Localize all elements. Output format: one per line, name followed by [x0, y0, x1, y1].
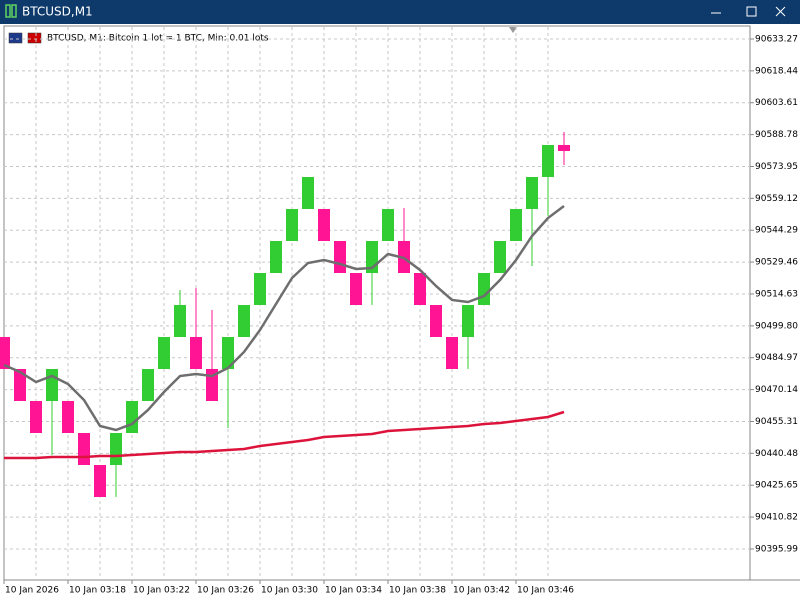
candle-body [62, 400, 74, 433]
x-tick-label: 10 Jan 03:26 [197, 586, 254, 596]
x-tick-label: 10 Jan 03:22 [133, 586, 190, 596]
candle-body [286, 208, 298, 241]
candle-body [46, 368, 58, 401]
y-tick-label: 90573.95 [755, 162, 798, 172]
x-tick-label: 10 Jan 03:42 [453, 586, 510, 596]
y-tick-label: 90455.31 [755, 417, 798, 427]
candle-body [302, 176, 314, 209]
candle-body [206, 368, 218, 401]
moving-average [4, 410, 565, 460]
candle-body [350, 272, 362, 305]
app-icon [11, 4, 17, 18]
candle-body [478, 272, 490, 305]
candle-body [110, 432, 122, 465]
candle-body [526, 176, 538, 209]
x-tick-label: 10 Jan 03:30 [261, 586, 318, 596]
x-tick-label: 10 Jan 03:34 [325, 586, 382, 596]
candle-body [30, 400, 42, 433]
symbol-icon [27, 32, 42, 44]
candle-body [270, 240, 282, 273]
y-tick-label: 90544.29 [755, 226, 798, 236]
title-bar [0, 0, 800, 24]
candle-body [0, 336, 10, 369]
y-tick-label: 90410.82 [755, 513, 798, 523]
x-tick-label: 10 Jan 03:46 [517, 586, 574, 596]
y-tick-label: 90425.65 [755, 481, 798, 491]
x-tick-label: 10 Jan 03:38 [389, 586, 446, 596]
symbol-icon [8, 32, 23, 44]
y-tick-label: 90440.48 [755, 449, 798, 459]
candle-body [238, 304, 250, 337]
candle-body [510, 208, 522, 241]
y-tick-label: 90395.99 [755, 544, 798, 554]
candle-body [334, 240, 346, 273]
y-tick-label: 90499.80 [755, 321, 798, 331]
close-button[interactable] [775, 6, 786, 17]
candle-body [430, 304, 442, 337]
candle-body [222, 336, 234, 369]
y-tick-label: 90603.61 [755, 98, 798, 108]
plot: 90633.27 90618.44 90603.61 90588.78 90573.95… [0, 27, 798, 596]
y-tick-label: 90514.63 [755, 289, 798, 299]
candle-body [190, 336, 202, 369]
candle-body [558, 144, 570, 151]
x-tick-label: 10 Jan 2026 [5, 586, 59, 596]
candle-body [414, 272, 426, 305]
y-tick-label: 90633.27 [755, 34, 798, 44]
candle-body [254, 272, 266, 305]
y-tick-label: 90588.78 [755, 130, 798, 140]
candle-body [494, 240, 506, 273]
candle-body [14, 368, 26, 401]
candle-body [462, 304, 474, 337]
x-tick-label: 10 Jan 03:18 [69, 586, 126, 596]
candle-body [126, 400, 138, 433]
maximize-button[interactable] [746, 6, 757, 17]
candle-body [318, 208, 330, 241]
candle-body [158, 336, 170, 369]
candle-body [94, 464, 106, 497]
app-icon [5, 4, 11, 18]
shift-marker [509, 27, 517, 33]
y-tick-label: 90529.46 [755, 258, 798, 268]
chart-title: BTCUSD, M1: Bitcoin 1 lot = 1 BTC, Min: … [47, 34, 269, 44]
candle-body [542, 144, 554, 177]
moving-average [3, 205, 565, 432]
y-tick-label: 90484.97 [755, 353, 798, 363]
y-tick-label: 90618.44 [755, 66, 798, 76]
candle-body [174, 304, 186, 337]
candle-body [78, 432, 90, 465]
window-title: BTCUSD,M1 [22, 5, 93, 19]
candle-body [382, 208, 394, 241]
y-tick-label: 90470.14 [755, 385, 798, 395]
y-tick-label: 90559.12 [755, 194, 798, 204]
candle-body [142, 368, 154, 401]
candle-body [446, 336, 458, 369]
